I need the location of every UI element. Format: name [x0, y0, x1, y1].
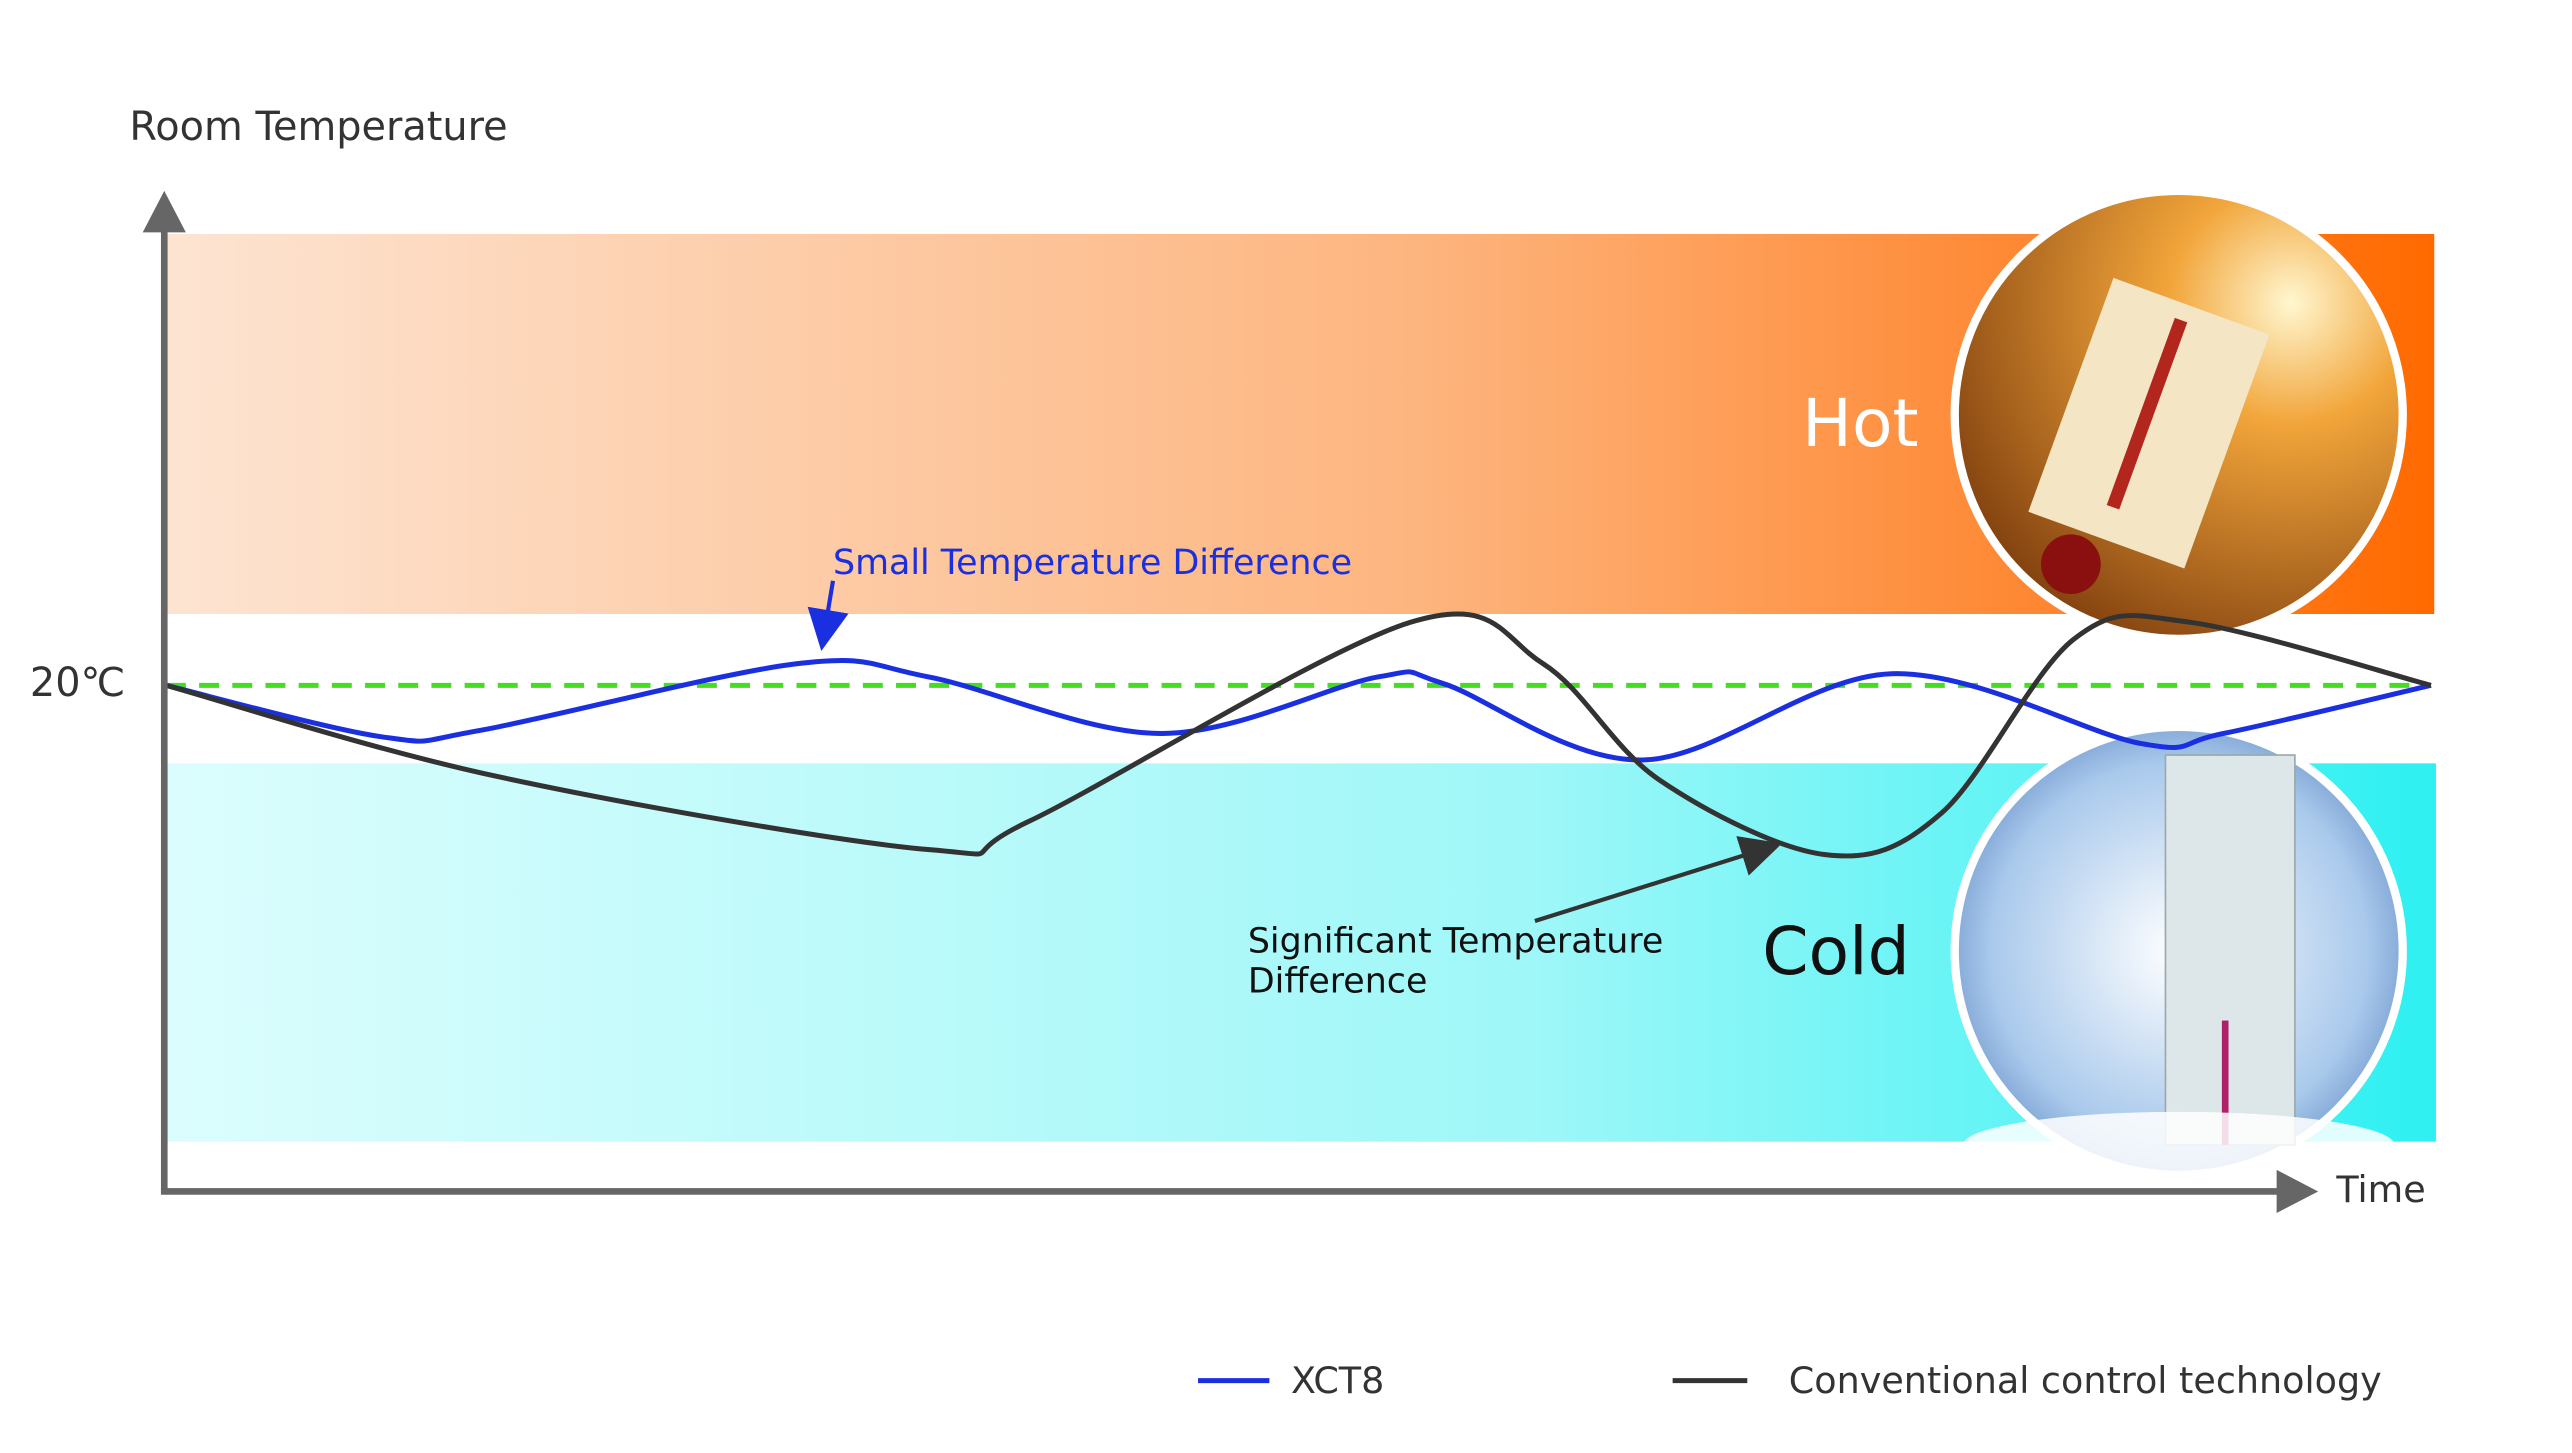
legend-label: Conventional control technology: [1789, 1359, 2382, 1402]
significant-difference-note: Difference: [1248, 961, 1428, 1001]
note-arrow: [807, 580, 849, 652]
reference-label: 20℃: [30, 660, 125, 706]
cold-label: Cold: [1762, 912, 1909, 990]
conventional-curve: [165, 611, 2432, 859]
axes: [142, 190, 2319, 1214]
hot-image: [1950, 186, 2407, 644]
hot-label: Hot: [1802, 384, 1919, 462]
small-difference-note: Small Temperature Difference: [833, 543, 1352, 583]
legend-label: XCT8: [1291, 1359, 1384, 1402]
xct8-curve: [165, 658, 2432, 763]
note-arrow: [1534, 836, 1783, 923]
cold-image: [1950, 722, 2407, 1180]
x-axis-label: Time: [2335, 1168, 2425, 1211]
significant-difference-note: Significant Temperature: [1248, 922, 1663, 962]
y-axis-label: Room Temperature: [129, 104, 507, 150]
